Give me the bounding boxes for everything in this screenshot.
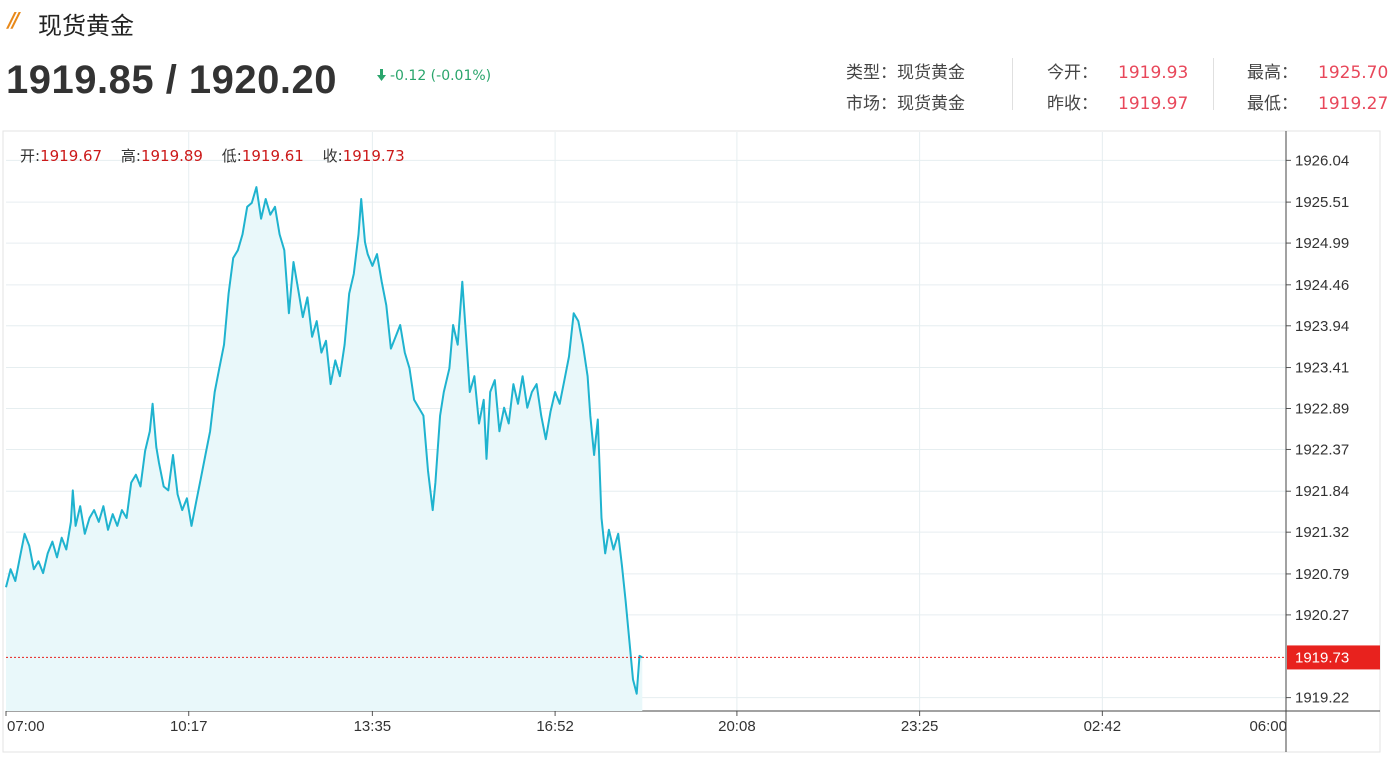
y-tick-label: 1924.99	[1295, 235, 1349, 252]
arrow-down-icon	[377, 69, 386, 81]
info-type-market: 类型：现货黄金 市场：现货黄金	[846, 58, 965, 114]
y-tick-label: 1925.51	[1295, 194, 1349, 211]
bid-ask-price: 1919.85 / 1920.20	[6, 58, 338, 102]
x-tick-label: 07:00	[7, 718, 45, 735]
x-tick-label: 20:08	[718, 718, 756, 735]
x-tick-label: 23:25	[901, 718, 939, 735]
y-tick-label: 1923.41	[1295, 360, 1349, 377]
info-high: 最高： 1925.70	[1247, 58, 1388, 83]
y-tick-label: 1923.94	[1295, 318, 1349, 335]
info-open-value: 1919.93	[1118, 63, 1189, 83]
info-prevclose-label: 昨收：	[1047, 94, 1098, 114]
ohlc-low-label: 低:	[221, 147, 242, 165]
info-low: 最低： 1919.27	[1247, 89, 1388, 114]
y-tick-label: 1920.79	[1295, 566, 1349, 583]
info-high-value: 1925.70	[1318, 63, 1389, 83]
price-area	[6, 187, 643, 712]
price-change-value: -0.12 (-0.01%)	[390, 68, 492, 84]
ohlc-readout: 开:1919.67 高:1919.89 低:1919.61 收:1919.73	[20, 145, 419, 166]
ohlc-high-label: 高:	[120, 147, 141, 165]
divider	[1213, 58, 1214, 110]
x-tick-label: 16:52	[536, 718, 574, 735]
info-market-value: 现货黄金	[897, 94, 965, 114]
info-market: 市场：现货黄金	[846, 89, 965, 114]
header-bar: // 现货黄金	[0, 0, 1392, 44]
y-tick-label: 1924.46	[1295, 277, 1349, 294]
info-high-low: 最高： 1925.70 最低： 1919.27	[1247, 58, 1388, 114]
ohlc-close-label: 收:	[322, 147, 343, 165]
info-market-label: 市场：	[846, 94, 897, 114]
y-tick-label: 1919.22	[1295, 690, 1349, 707]
info-prevclose-value: 1919.97	[1118, 94, 1189, 114]
info-type: 类型：现货黄金	[846, 58, 965, 83]
y-tick-label: 1926.04	[1295, 152, 1349, 169]
info-type-value: 现货黄金	[897, 63, 965, 83]
ohlc-open-value: 1919.67	[40, 147, 103, 165]
current-price-tag	[1287, 645, 1380, 670]
info-low-value: 1919.27	[1318, 94, 1389, 114]
info-open: 今开： 1919.93	[1047, 58, 1188, 83]
x-tick-label: 02:42	[1084, 718, 1122, 735]
x-tick-label: 13:35	[354, 718, 392, 735]
logo-icon: //	[8, 8, 19, 32]
x-tick-label: 06:00	[1249, 718, 1287, 735]
ohlc-low-value: 1919.61	[241, 147, 304, 165]
y-tick-label: 1922.37	[1295, 441, 1349, 458]
price-chart[interactable]: 1926.04 1925.51 1924.99 1924.46 1923.94 1923.…	[0, 130, 1392, 758]
y-tick-label: 1921.32	[1295, 524, 1349, 541]
current-price-label: 1919.73	[1295, 649, 1349, 666]
y-tick-label: 1920.27	[1295, 607, 1349, 624]
info-low-label: 最低：	[1247, 94, 1298, 114]
x-tick-label: 10:17	[170, 718, 208, 735]
info-prevclose: 昨收： 1919.97	[1047, 89, 1188, 114]
info-high-label: 最高：	[1247, 63, 1298, 83]
chart-frame	[2, 130, 1381, 753]
info-open-prevclose: 今开： 1919.93 昨收： 1919.97	[1047, 58, 1188, 114]
y-tick-label: 1921.84	[1295, 483, 1349, 500]
info-open-label: 今开：	[1047, 63, 1098, 83]
ohlc-high-value: 1919.89	[140, 147, 203, 165]
price-change: -0.12 (-0.01%)	[376, 68, 491, 84]
ohlc-close-value: 1919.73	[342, 147, 405, 165]
info-type-label: 类型：	[846, 63, 897, 83]
ohlc-open-label: 开:	[20, 147, 41, 165]
price-line	[5, 186, 643, 695]
page-title: 现货黄金	[38, 12, 134, 40]
divider	[1012, 58, 1013, 110]
y-tick-label: 1922.89	[1295, 401, 1349, 418]
